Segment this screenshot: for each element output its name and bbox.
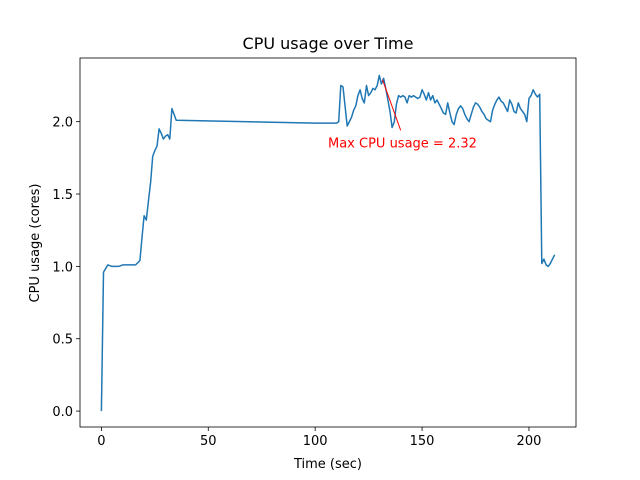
annotation-label: Max CPU usage = 2.32	[328, 137, 477, 152]
y-tick-label: 0.5	[52, 333, 73, 348]
x-axis-label: Time (sec)	[293, 457, 362, 472]
y-tick-label: 0.0	[52, 405, 73, 420]
x-tick-label: 100	[303, 434, 328, 449]
plot-area: Max CPU usage = 2.32 0 50 100 150 200 0.0 0.5 1.…	[52, 57, 577, 449]
annotation-arrow	[382, 79, 402, 131]
series-line-0	[100, 74, 556, 412]
x-tick-label: 50	[200, 434, 217, 449]
y-tick-label: 1.5	[52, 188, 73, 203]
x-tick-label: 0	[97, 434, 105, 449]
chart-title: CPU usage over Time	[243, 34, 414, 53]
x-tick-label: 200	[517, 434, 542, 449]
y-tick-label: 1.0	[52, 260, 73, 275]
plot-frame	[79, 57, 577, 428]
y-axis-label: CPU usage (cores)	[28, 184, 43, 303]
x-tick-label: 150	[410, 434, 435, 449]
y-tick-label: 2.0	[52, 116, 73, 131]
